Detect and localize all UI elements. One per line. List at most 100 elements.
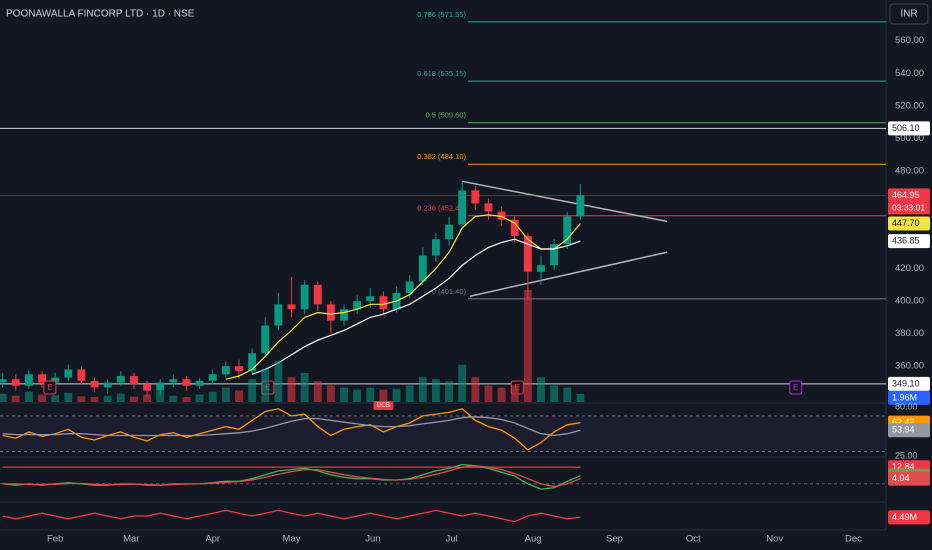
candle-body xyxy=(418,255,427,282)
price-tag xyxy=(888,390,930,405)
volume-bar xyxy=(523,290,532,402)
candle-body xyxy=(379,296,388,310)
fib-label: 0 (401.40) xyxy=(432,287,467,296)
candle-body xyxy=(24,374,33,386)
price-tag xyxy=(888,188,930,203)
price-tag xyxy=(888,376,930,391)
volume-bar xyxy=(563,387,572,402)
countdown: 03:33:01 xyxy=(892,203,925,213)
volume-bar xyxy=(313,381,322,402)
candle-body xyxy=(248,353,257,372)
price-tag-label: 506.10 xyxy=(892,123,920,133)
volume-bar xyxy=(90,397,99,402)
x-tick-label: Sep xyxy=(606,534,623,545)
price-tag-label: 1.96M xyxy=(892,392,917,402)
candle-body xyxy=(182,379,191,386)
price-tag-label: 53.94 xyxy=(892,425,915,435)
candle-body xyxy=(156,382,165,391)
price-tag-label: 447.70 xyxy=(892,218,920,228)
candle-body xyxy=(445,224,454,240)
x-tick-label: Jul xyxy=(446,534,458,545)
price-tag xyxy=(888,423,930,438)
candle-body xyxy=(550,244,559,266)
price-tag-label: 464.95 xyxy=(892,190,920,200)
event-label: E xyxy=(793,383,798,392)
volume-bar xyxy=(11,395,20,402)
volume-bar xyxy=(103,395,112,402)
volume-bar xyxy=(248,379,257,402)
candle-body xyxy=(169,379,178,383)
volume-bar xyxy=(24,391,33,402)
x-tick-label: Nov xyxy=(766,534,783,545)
volume-bar xyxy=(77,396,86,402)
volume-bar xyxy=(353,389,362,402)
volume-bar xyxy=(392,388,401,402)
candle-body xyxy=(366,296,375,302)
candle-body xyxy=(523,235,532,272)
candle-body xyxy=(77,369,86,381)
volume-bar xyxy=(287,377,296,402)
x-tick-label: Dec xyxy=(845,534,862,545)
currency-box[interactable] xyxy=(889,3,929,25)
candle-body xyxy=(261,325,270,354)
candle-body xyxy=(195,380,204,386)
volume-bar xyxy=(208,391,217,402)
volume-bar xyxy=(550,385,559,402)
x-tick-label: Aug xyxy=(525,534,542,545)
volume-bar xyxy=(537,377,545,402)
volume-bar xyxy=(195,394,204,402)
volume-bar xyxy=(379,389,388,402)
volume-bar xyxy=(405,385,414,402)
candle-body xyxy=(431,239,440,256)
event-marker xyxy=(43,380,57,395)
volume-bar xyxy=(143,394,152,402)
y-tick-label: 25.00 xyxy=(895,450,918,460)
fib-label: 0.618 (535.15) xyxy=(417,69,466,78)
candle-body xyxy=(0,379,7,383)
volume-bar xyxy=(116,393,125,402)
event-marker xyxy=(789,380,803,395)
candle-body xyxy=(300,284,309,310)
volume-bar xyxy=(418,377,427,402)
x-tick-label: Jun xyxy=(365,534,380,545)
price-tag-label: 12.84 xyxy=(892,462,915,472)
y-tick-label: 80.00 xyxy=(895,401,918,411)
volume-bar xyxy=(445,381,454,402)
y-tick-label: 560.00 xyxy=(895,35,924,46)
candle-body xyxy=(103,382,112,388)
x-tick-label: Oct xyxy=(686,534,701,545)
candle-body xyxy=(129,375,138,385)
volume-bar xyxy=(64,392,73,402)
currency[interactable]: INR xyxy=(900,9,917,20)
candle-body xyxy=(326,304,335,321)
y-tick-label: 540.00 xyxy=(895,68,924,79)
fib-label: 0.786 (571.55) xyxy=(417,10,466,19)
candle-body xyxy=(340,309,348,321)
candle-body xyxy=(221,366,230,375)
series-line xyxy=(2,416,581,437)
chart-title: POONAWALLA FINCORP LTD · 1D · NSE xyxy=(6,9,195,20)
x-tick-label: May xyxy=(283,534,301,545)
volume-bar xyxy=(261,368,270,402)
volume-bar xyxy=(471,377,480,402)
volume-bar xyxy=(497,387,506,402)
candle-body xyxy=(353,301,362,310)
x-tick-label: Apr xyxy=(205,534,220,545)
volume-bar xyxy=(326,385,335,402)
price-axis xyxy=(886,0,932,550)
candle-body xyxy=(287,304,296,310)
volume-bar xyxy=(458,364,467,402)
candle-body xyxy=(576,195,585,217)
volume-bar xyxy=(38,394,46,402)
volume-bar xyxy=(510,385,519,402)
price-tag-label: 4.49M xyxy=(892,512,917,522)
y-tick-label: 380.00 xyxy=(895,328,924,339)
candle-body xyxy=(471,190,480,204)
candle-body xyxy=(116,375,125,383)
trend-line xyxy=(462,180,668,223)
trend-line xyxy=(469,251,668,297)
candle-body xyxy=(313,284,322,305)
series-line xyxy=(251,238,581,375)
